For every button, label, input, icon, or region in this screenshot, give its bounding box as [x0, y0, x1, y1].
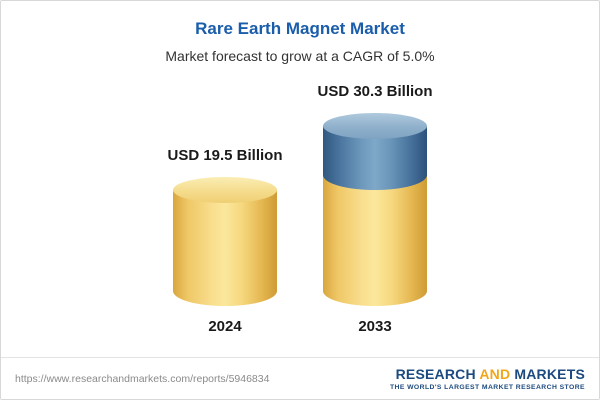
- year-label-2033: 2033: [358, 318, 392, 335]
- report-url: https://www.researchandmarkets.com/repor…: [15, 372, 270, 385]
- cylinder-2033-top-cap: [323, 113, 427, 139]
- year-label-2024: 2024: [208, 318, 242, 335]
- bars-row: USD 19.5 Billion 2024 USD 30.3 Billion 2…: [1, 83, 599, 335]
- logo-word-and: AND: [479, 365, 511, 382]
- cylinder-2033-base-segment: [323, 175, 427, 306]
- cylinder-2024-top-cap: [173, 177, 277, 203]
- cylinder-2033: [323, 113, 427, 306]
- footer: https://www.researchandmarkets.com/repor…: [1, 357, 599, 399]
- cylinder-2024: [173, 177, 277, 306]
- value-label-2024: USD 19.5 Billion: [167, 147, 283, 164]
- chart-subtitle: Market forecast to grow at a CAGR of 5.0…: [165, 48, 435, 64]
- researchandmarkets-logo: RESEARCH AND MARKETS THE WORLD'S LARGEST…: [390, 366, 585, 392]
- value-label-2033: USD 30.3 Billion: [317, 83, 433, 100]
- logo-tagline: THE WORLD'S LARGEST MARKET RESEARCH STOR…: [389, 383, 585, 391]
- cylinder-2033-growth-segment: [323, 113, 427, 190]
- logo-word-research: RESEARCH: [395, 365, 480, 382]
- cylinder-2024-body: [173, 190, 277, 306]
- chart-title: Rare Earth Magnet Market: [195, 19, 405, 38]
- logo-word-markets: MARKETS: [510, 365, 585, 382]
- logo-wordmark: RESEARCH AND MARKETS: [390, 366, 585, 382]
- chart-header: Rare Earth Magnet Market Market forecast…: [1, 1, 599, 65]
- bar-group-2033: USD 30.3 Billion 2033: [300, 83, 450, 335]
- bar-group-2024: USD 19.5 Billion 2024: [150, 147, 300, 335]
